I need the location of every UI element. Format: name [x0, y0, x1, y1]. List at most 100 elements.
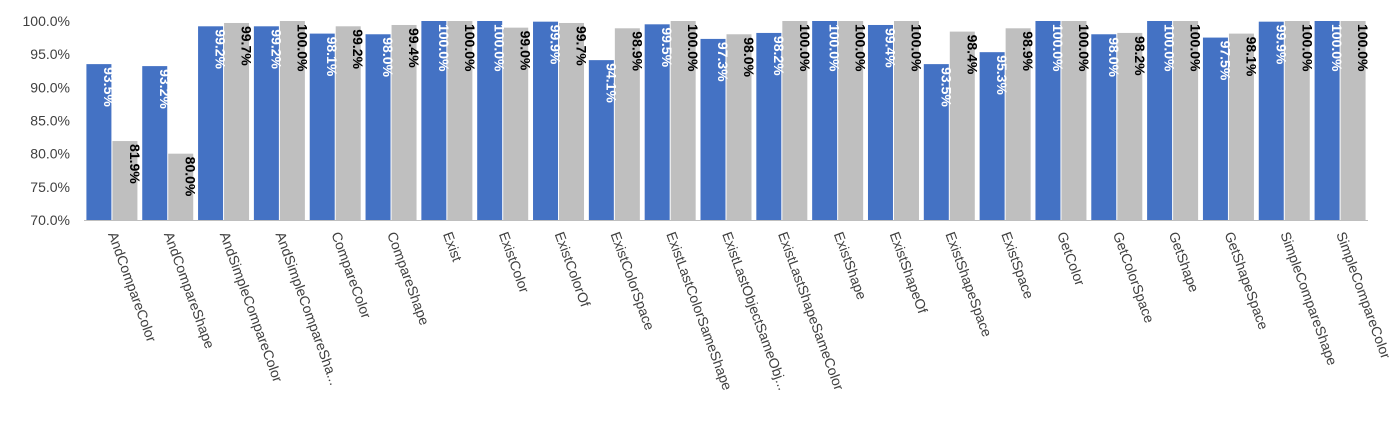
- bar-series-2: [670, 21, 696, 220]
- bar-data-label: 100.0%: [827, 24, 843, 72]
- bar-series-2: [503, 27, 529, 221]
- bar-series-2: [1117, 32, 1143, 220]
- y-tick-label: 95.0%: [30, 46, 70, 62]
- bar-series-1: [365, 34, 391, 221]
- bar-data-label: 100.0%: [1355, 24, 1371, 72]
- x-category-label: ExistColorOf: [552, 230, 594, 309]
- bar-series-2: [1340, 21, 1366, 220]
- y-tick-label: 90.0%: [30, 79, 70, 95]
- bar-series-1: [923, 64, 949, 220]
- bar-series-1: [700, 38, 726, 220]
- bar-data-label: 99.2%: [350, 29, 366, 69]
- x-category-label: CompareColor: [328, 230, 374, 321]
- bar-data-label: 98.9%: [629, 31, 645, 71]
- bar-series-2: [949, 31, 975, 221]
- x-category-label: GetShape: [1166, 230, 1203, 295]
- y-tick-label: 85.0%: [30, 113, 70, 129]
- bar-data-label: 100.0%: [1162, 24, 1178, 72]
- bar-data-label: 99.9%: [1273, 25, 1289, 65]
- bar-series-2: [726, 34, 752, 221]
- bar-data-label: 99.0%: [518, 31, 534, 71]
- bar-series-1: [756, 32, 782, 220]
- x-category-label: GetColorSpace: [1110, 230, 1158, 326]
- x-category-label: ExistLastShapeSameColor: [775, 230, 847, 393]
- bar-data-label: 99.7%: [574, 26, 590, 66]
- bar-data-label: 100.0%: [853, 24, 869, 72]
- bar-series-2: [893, 21, 919, 220]
- bar-series-1: [867, 24, 893, 221]
- bar-data-label: 98.4%: [964, 35, 980, 75]
- bar-data-label: 100.0%: [1299, 24, 1315, 72]
- bar-series-2: [447, 21, 473, 220]
- bar-data-label: 80.0%: [183, 157, 199, 197]
- bar-series-2: [1005, 28, 1031, 221]
- bar-data-label: 100.0%: [436, 24, 452, 72]
- x-axis: AndCompareColor AndCompareShapeAndSimpleC…: [84, 220, 1394, 393]
- bar-data-label: 99.2%: [268, 29, 284, 69]
- bar-series-1: [979, 52, 1005, 220]
- x-category-label: Exist: [440, 230, 465, 264]
- bar-series-2: [391, 24, 417, 221]
- x-category-label: ExistShapeSpace: [942, 230, 995, 340]
- bar-series-1: [588, 60, 614, 221]
- x-category-label: ExistSpace: [998, 230, 1037, 301]
- bar-series-1: [644, 24, 670, 220]
- bar-data-label: 99.4%: [882, 28, 898, 68]
- bar-data-label: 97.3%: [715, 42, 731, 82]
- bar-data-label: 81.9%: [127, 144, 143, 184]
- bar-series-1: [309, 33, 335, 220]
- bar-series-1: [533, 21, 559, 221]
- bar-data-label: 99.2%: [213, 29, 229, 69]
- bar-data-label: 100.0%: [908, 24, 924, 72]
- x-category-label: AndCompareShape: [161, 230, 218, 351]
- bar-data-label: 100.0%: [492, 24, 508, 72]
- y-axis: 100.0% 95.0% 90.0% 85.0% 80.0% 75.0% 70.0%: [23, 13, 70, 228]
- bar-series-2: [838, 21, 864, 220]
- bar-data-label: 98.9%: [1020, 31, 1036, 71]
- bar-data-label: 100.0%: [1188, 24, 1204, 72]
- y-tick-label: 80.0%: [30, 146, 70, 162]
- bar-data-label: 98.0%: [380, 37, 396, 77]
- bar-data-label: 98.0%: [1106, 37, 1122, 77]
- bar-data-label: 99.4%: [406, 28, 422, 68]
- bar-series-1: [1202, 37, 1228, 221]
- x-category-label: GetColor: [1054, 230, 1088, 288]
- bar-data-label: 98.2%: [771, 36, 787, 76]
- x-category-label: ExistLastColorSameShape: [663, 230, 735, 393]
- x-category-label: ExistColor: [496, 230, 533, 296]
- bar-series-1: [477, 21, 503, 220]
- x-category-label: SimpleCompareColor: [1333, 230, 1394, 362]
- bar-data-label: 99.7%: [239, 26, 255, 66]
- bar-data-label: 100.0%: [685, 24, 701, 72]
- x-category-label: AndSimpleCompareSha...: [273, 230, 343, 388]
- bar-data-label: 100.0%: [462, 24, 478, 72]
- x-category-label: AndSimpleCompareColor: [217, 230, 286, 385]
- bar-data-label: 93.5%: [938, 67, 954, 107]
- bar-series-2: [335, 26, 361, 220]
- bar-data-label: 98.1%: [1243, 37, 1259, 77]
- x-category-label: ExistShapeOf: [887, 230, 931, 316]
- bar-series-2: [782, 21, 808, 220]
- bar-series-1: [142, 66, 168, 221]
- bar-data-label: 100.0%: [1076, 24, 1092, 72]
- bar-data-label: 93.2%: [157, 69, 173, 109]
- x-category-label: ExistLastObjectSameObj...: [719, 230, 791, 393]
- bar-data-label: 98.1%: [324, 37, 340, 77]
- bar-data-label: 98.0%: [741, 37, 757, 77]
- bar-data-label: 100.0%: [294, 24, 310, 72]
- bars: [86, 21, 1366, 221]
- bar-series-2: [614, 28, 640, 221]
- x-category-label: CompareShape: [384, 230, 433, 328]
- bar-data-label: 100.0%: [797, 24, 813, 72]
- bar-series-1: [1035, 21, 1061, 220]
- bar-series-1: [86, 64, 112, 220]
- bar-data-label: 100.0%: [1050, 24, 1066, 72]
- bar-series-2: [112, 141, 138, 220]
- bar-series-2: [224, 22, 250, 220]
- x-category-label: GetShapeSpace: [1222, 230, 1272, 332]
- bar-data-label: 98.2%: [1132, 36, 1148, 76]
- bar-data-label: 95.3%: [994, 55, 1010, 95]
- y-tick-label: 100.0%: [23, 13, 70, 29]
- bar-data-label: 94.1%: [603, 63, 619, 103]
